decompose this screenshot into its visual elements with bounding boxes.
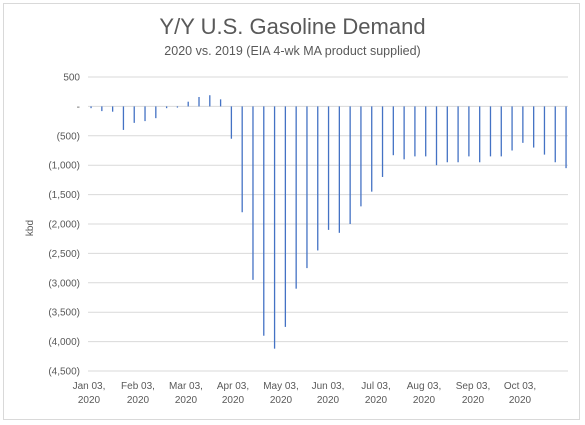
bar [219, 99, 222, 107]
bar [133, 106, 135, 123]
x-tick-label: Jan 03, 2020 [73, 381, 106, 406]
bar [198, 96, 200, 107]
bar [446, 106, 448, 163]
y-tick-label: (4,500) [48, 367, 80, 378]
x-tick-label: Mar 03, 2020 [169, 381, 203, 406]
y-tick-label: (3,000) [48, 278, 80, 289]
x-tick-label: Jun 03, 2020 [312, 381, 345, 406]
bar [230, 106, 233, 139]
bar [209, 95, 211, 107]
y-tick-label: 500 [63, 73, 80, 84]
bar [381, 106, 384, 177]
chart-subtitle: 2020 vs. 2019 (EIA 4-wk MA product suppl… [164, 44, 421, 58]
bar [511, 106, 513, 151]
bar [414, 106, 416, 157]
bar [360, 106, 362, 207]
x-tick-label: Aug 03, 2020 [407, 381, 441, 406]
bar [90, 106, 92, 109]
bar [263, 106, 265, 336]
y-tick-label: (3,500) [48, 308, 80, 319]
bar [371, 106, 373, 192]
x-tick-label: Sep 03, 2020 [456, 381, 490, 406]
bar [554, 106, 556, 163]
bar [165, 106, 168, 109]
bar [252, 106, 254, 280]
bar [500, 106, 502, 157]
bar [425, 106, 427, 157]
y-tick-label: (500) [57, 131, 80, 142]
bar [101, 106, 103, 112]
y-tick-label: (1,500) [48, 190, 80, 201]
bar [533, 106, 535, 148]
bar [543, 106, 546, 155]
bar [295, 106, 297, 289]
bar [187, 101, 189, 107]
chart-frame [3, 3, 580, 420]
x-tick-label: May 03, 2020 [263, 381, 299, 406]
bar [241, 106, 243, 213]
bar [122, 106, 125, 130]
y-tick-label: (2,000) [48, 220, 80, 231]
x-axis-ticks: Jan 03, 2020 Feb 03, 2020 Mar 03, 2020 Apr 03,… [73, 381, 537, 406]
bar [338, 106, 340, 233]
x-tick-label: Apr 03, 2020 [217, 381, 249, 406]
bar [468, 106, 470, 157]
bar [144, 106, 146, 122]
bar [392, 106, 394, 156]
y-tick-label: - [77, 102, 80, 113]
bar [522, 106, 524, 143]
bar [349, 106, 351, 224]
bar [284, 106, 287, 327]
chart-title: Y/Y U.S. Gasoline Demand [159, 14, 426, 39]
bar [565, 106, 567, 169]
x-tick-label: Jul 03, 2020 [361, 381, 390, 406]
y-tick-label: (4,000) [48, 337, 80, 348]
bars [90, 95, 567, 349]
bar [176, 106, 179, 108]
bar [273, 106, 276, 349]
y-tick-label: (1,000) [48, 161, 80, 172]
bar [306, 106, 308, 269]
bar [457, 106, 459, 163]
bar [403, 106, 405, 160]
y-axis-label: kbd [25, 220, 36, 236]
x-tick-label: Oct 03, 2020 [504, 381, 536, 406]
bar [489, 106, 492, 157]
bar [479, 106, 481, 163]
x-tick-label: Feb 03, 2020 [121, 381, 155, 406]
bar [111, 106, 114, 112]
bar [327, 106, 330, 230]
y-axis-ticks: 500 - (500) (1,000) (1,500) (2,000) (2,500) (3,… [48, 73, 80, 378]
y-tick-label: (2,500) [48, 249, 80, 260]
bar [155, 106, 157, 119]
bar [317, 106, 319, 251]
bar [435, 106, 438, 166]
